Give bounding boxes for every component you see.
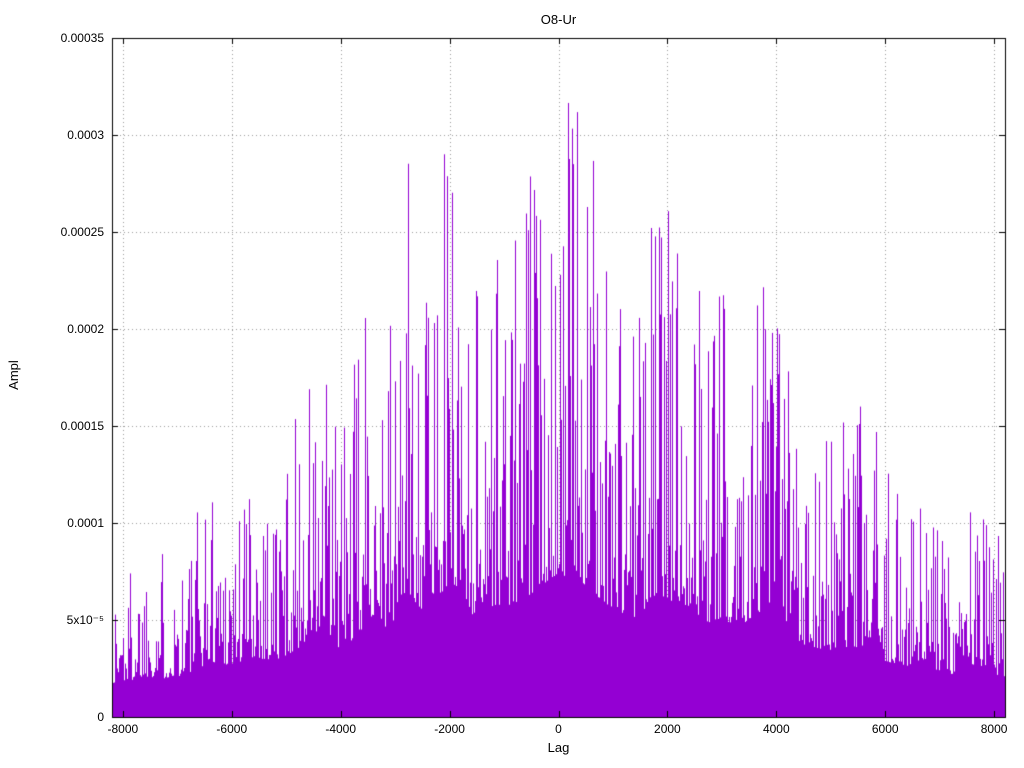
y-tick-label: 0.0003 [67,128,104,142]
x-tick-label: 4000 [762,722,790,736]
chart-title: O8-Ur [540,12,577,27]
x-tick-label: -6000 [216,722,248,736]
y-tick-label: 0.00035 [60,31,104,45]
y-tick-label: 0.0002 [67,322,104,336]
x-tick-label: 6000 [871,722,899,736]
x-tick-label: -2000 [434,722,465,736]
x-tick-label: 8000 [980,722,1008,736]
y-tick-label: 5x10⁻⁵ [66,613,104,627]
x-axis-label: Lag [547,740,570,755]
x-tick-label: -8000 [107,722,139,736]
y-tick-label: 0.0001 [67,516,104,530]
y-tick-label: 0.00025 [60,225,104,239]
y-tick-label: 0 [97,710,104,724]
y-axis-label: Ampl [6,360,21,390]
x-tick-label: 0 [555,722,562,736]
y-tick-label: 0.00015 [60,419,104,433]
x-tick-label: 2000 [654,722,681,736]
x-tick-label: -4000 [325,722,357,736]
